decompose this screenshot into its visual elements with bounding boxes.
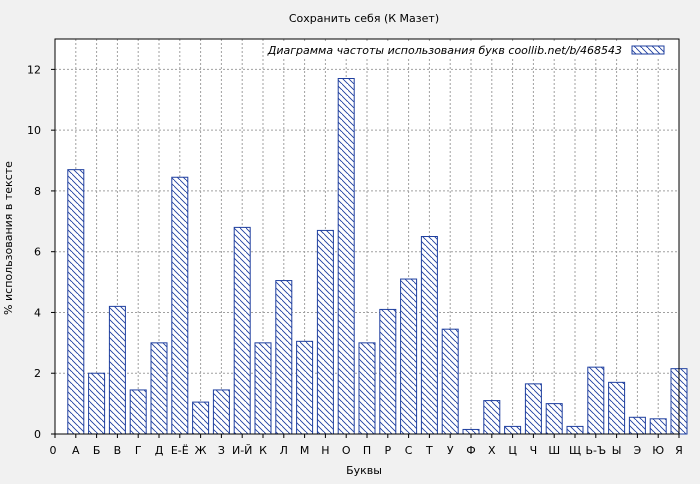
x-tick-label: Ч: [530, 444, 538, 457]
bar: [67, 169, 85, 435]
x-tick-label: О: [342, 444, 351, 457]
bar: [212, 389, 230, 435]
y-axis-label: % использования в тексте: [2, 161, 15, 315]
bar: [628, 416, 646, 435]
bar: [358, 342, 376, 435]
x-tick-label: Т: [425, 444, 433, 457]
x-tick-label: Э: [634, 444, 642, 457]
x-tick-label: С: [405, 444, 413, 457]
bar: [275, 280, 293, 435]
bar: [400, 278, 418, 435]
bar: [88, 372, 106, 435]
x-tick-label: Ю: [652, 444, 664, 457]
x-tick-label: К: [259, 444, 267, 457]
bar: [462, 428, 480, 435]
y-tick-label: 8: [34, 185, 41, 198]
x-tick-label: И-Й: [232, 444, 252, 457]
bar: [337, 78, 355, 435]
x-tick-label: Л: [280, 444, 288, 457]
y-axis: 0 2 4 6 8 10 12: [27, 63, 55, 441]
legend-swatch: [631, 45, 665, 55]
x-tick-label: У: [447, 444, 454, 457]
x-tick-label: Ц: [508, 444, 517, 457]
chart-title: Сохранить себя (К Мазет): [289, 12, 439, 25]
bar: [566, 425, 584, 435]
bar: [420, 236, 438, 435]
x-tick-label: Н: [321, 444, 329, 457]
legend: Диаграмма частоты использования букв coo…: [267, 42, 676, 59]
x-tick-label: 0: [50, 444, 57, 457]
bar: [379, 308, 397, 435]
y-tick-label: 0: [34, 428, 41, 441]
bar: [150, 342, 168, 435]
y-tick-label: 2: [34, 367, 41, 380]
bar: [545, 403, 563, 435]
x-tick-label: Г: [135, 444, 142, 457]
bar: [108, 305, 126, 435]
bar: [192, 401, 210, 435]
bar: [441, 328, 459, 435]
bar: [587, 366, 605, 435]
x-tick-label: Щ: [569, 444, 581, 457]
x-tick-label: Ж: [195, 444, 207, 457]
y-tick-label: 4: [34, 306, 41, 319]
bar: [233, 226, 251, 435]
bar: [254, 342, 272, 435]
bar: [483, 400, 501, 435]
y-tick-label: 12: [27, 63, 41, 76]
legend-label: Диаграмма частоты использования букв coo…: [267, 44, 622, 57]
bar: [129, 389, 147, 435]
x-axis-label: Буквы: [346, 464, 382, 477]
x-tick-label: Р: [384, 444, 391, 457]
bar: [649, 418, 667, 435]
x-tick-label: Ы: [612, 444, 622, 457]
bar-series: [67, 78, 688, 435]
bar: [316, 229, 334, 435]
x-tick-label: Д: [155, 444, 164, 457]
x-tick-label: Ф: [466, 444, 475, 457]
x-tick-label: З: [218, 444, 225, 457]
x-axis: 0 А Б В Г Д Е-Ё Ж З И-Й К Л М Н О П Р С Т У Ф Х Ц Ч Ш Щ Ь-Ъ Ы Э Ю Я: [50, 434, 683, 457]
x-tick-label: Ь-Ъ: [585, 444, 606, 457]
x-tick-label: Я: [675, 444, 683, 457]
x-tick-label: В: [114, 444, 122, 457]
x-tick-label: П: [363, 444, 371, 457]
x-tick-label: Ш: [548, 444, 560, 457]
bar: [524, 383, 542, 435]
y-tick-label: 10: [27, 124, 41, 137]
bar: [171, 176, 189, 435]
x-tick-label: Б: [93, 444, 101, 457]
x-tick-label: Х: [488, 444, 496, 457]
bar: [504, 425, 522, 435]
x-tick-label: Е-Ё: [171, 444, 189, 457]
bar: [608, 381, 626, 435]
x-tick-label: М: [300, 444, 310, 457]
y-tick-label: 6: [34, 246, 41, 259]
x-tick-label: А: [72, 444, 80, 457]
bar: [296, 340, 314, 435]
legend-background: [278, 42, 676, 59]
